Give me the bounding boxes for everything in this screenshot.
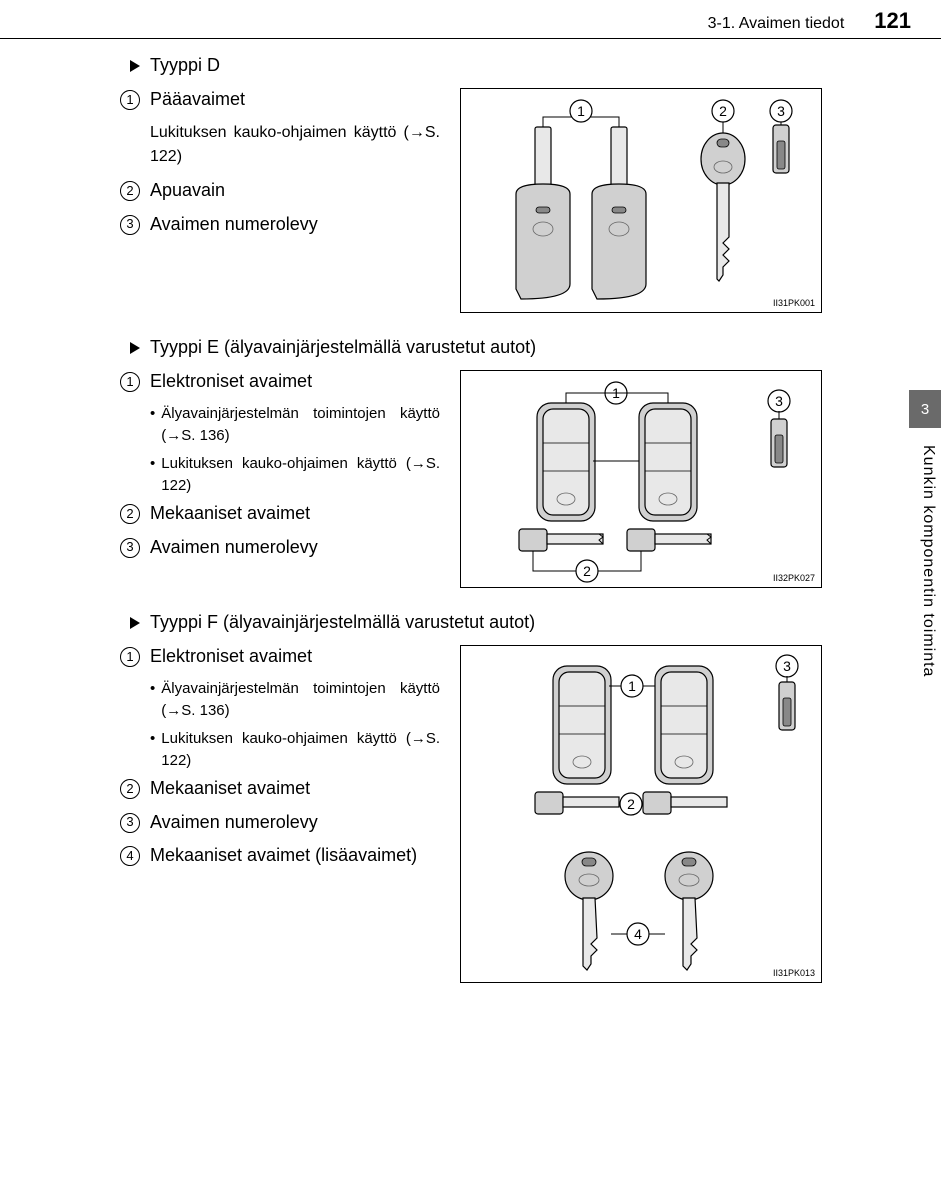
item-subtext: Lukituksen kauko-ohjaimen käyttö (→S. 12… [150, 121, 440, 169]
callout-2: 2 [583, 563, 591, 579]
triangle-icon [130, 60, 140, 72]
item-label: Avaimen numerolevy [150, 213, 318, 236]
callout-2: 2 [627, 796, 635, 812]
list-item: 3 Avaimen numerolevy [120, 213, 440, 236]
callout-3: 3 [783, 658, 791, 674]
list-item: 2 Mekaaniset avaimet [120, 502, 440, 525]
list-item: 3 Avaimen numerolevy [120, 536, 440, 559]
item-label: Avaimen numerolevy [150, 536, 318, 559]
type-e-heading-text: Tyyppi E (älyavainjärjestelmällä varuste… [150, 337, 536, 358]
page-number: 121 [874, 8, 911, 34]
type-e-text: 1 Elektroniset avaimet •Älyavainjärjeste… [120, 370, 440, 569]
circled-number-icon: 1 [120, 372, 140, 392]
circled-number-icon: 4 [120, 846, 140, 866]
chapter-tab-label: Kunkin komponentin toiminta [919, 445, 937, 677]
circled-number-icon: 1 [120, 90, 140, 110]
figure-code: II32PK027 [773, 573, 815, 583]
list-item: 2 Mekaaniset avaimet [120, 777, 440, 800]
item-label: Mekaaniset avaimet (lisäavaimet) [150, 844, 417, 867]
figure-code: II31PK013 [773, 968, 815, 978]
list-item: 1 Elektroniset avaimet [120, 645, 440, 668]
type-d-text: 1 Pääavaimet Lukituksen kauko-ohjaimen k… [120, 88, 440, 246]
type-d-block: 1 Pääavaimet Lukituksen kauko-ohjaimen k… [120, 88, 840, 313]
type-d-figure: 1 2 3 II31PK001 [460, 88, 822, 313]
type-e-block: 1 Elektroniset avaimet •Älyavainjärjeste… [120, 370, 840, 588]
item-label: Apuavain [150, 179, 225, 202]
type-d-heading: Tyyppi D [130, 55, 840, 76]
chapter-tab: 3 [909, 390, 941, 428]
circled-number-icon: 3 [120, 813, 140, 833]
callout-2: 2 [719, 103, 727, 119]
triangle-icon [130, 617, 140, 629]
list-item: 3 Avaimen numerolevy [120, 811, 440, 834]
type-d-heading-text: Tyyppi D [150, 55, 220, 76]
header-rule [0, 38, 941, 39]
type-f-heading-text: Tyyppi F (älyavainjärjestelmällä varuste… [150, 612, 535, 633]
type-e-figure: 1 3 2 II32PK027 [460, 370, 822, 588]
callout-4: 4 [634, 926, 642, 942]
item-label: Elektroniset avaimet [150, 645, 312, 668]
type-f-heading: Tyyppi F (älyavainjärjestelmällä varuste… [130, 612, 840, 633]
type-f-text: 1 Elektroniset avaimet •Älyavainjärjeste… [120, 645, 440, 878]
callout-3: 3 [775, 393, 783, 409]
list-item: 1 Elektroniset avaimet [120, 370, 440, 393]
triangle-icon [130, 342, 140, 354]
item-bullet: •Lukituksen kauko-ohjaimen käyttö (→S. 1… [150, 453, 440, 497]
item-bullet: •Älyavainjärjestelmän toimintojen käyttö… [150, 403, 440, 447]
item-label: Pääavaimet [150, 88, 245, 111]
callout-1: 1 [612, 385, 620, 401]
item-label: Mekaaniset avaimet [150, 502, 310, 525]
item-label: Avaimen numerolevy [150, 811, 318, 834]
type-f-figure: 1 3 2 4 II31PK013 [460, 645, 822, 983]
list-item: 4 Mekaaniset avaimet (lisäavaimet) [120, 844, 440, 867]
type-f-block: 1 Elektroniset avaimet •Älyavainjärjeste… [120, 645, 840, 983]
item-label: Elektroniset avaimet [150, 370, 312, 393]
circled-number-icon: 2 [120, 181, 140, 201]
item-bullet: •Älyavainjärjestelmän toimintojen käyttö… [150, 678, 440, 722]
section-label: 3-1. Avaimen tiedot [708, 15, 845, 33]
circled-number-icon: 2 [120, 779, 140, 799]
circled-number-icon: 1 [120, 647, 140, 667]
callout-1: 1 [628, 678, 636, 694]
circled-number-icon: 3 [120, 538, 140, 558]
circled-number-icon: 3 [120, 215, 140, 235]
item-bullet: •Lukituksen kauko-ohjaimen käyttö (→S. 1… [150, 728, 440, 772]
type-e-heading: Tyyppi E (älyavainjärjestelmällä varuste… [130, 337, 840, 358]
chapter-tab-number: 3 [921, 401, 929, 418]
list-item: 1 Pääavaimet [120, 88, 440, 111]
figure-code: II31PK001 [773, 298, 815, 308]
page-header: 3-1. Avaimen tiedot 121 [708, 8, 911, 34]
callout-1: 1 [577, 103, 585, 119]
callout-3: 3 [777, 103, 785, 119]
circled-number-icon: 2 [120, 504, 140, 524]
item-label: Mekaaniset avaimet [150, 777, 310, 800]
list-item: 2 Apuavain [120, 179, 440, 202]
page-content: Tyyppi D 1 Pääavaimet Lukituksen kauko-o… [120, 55, 840, 1007]
